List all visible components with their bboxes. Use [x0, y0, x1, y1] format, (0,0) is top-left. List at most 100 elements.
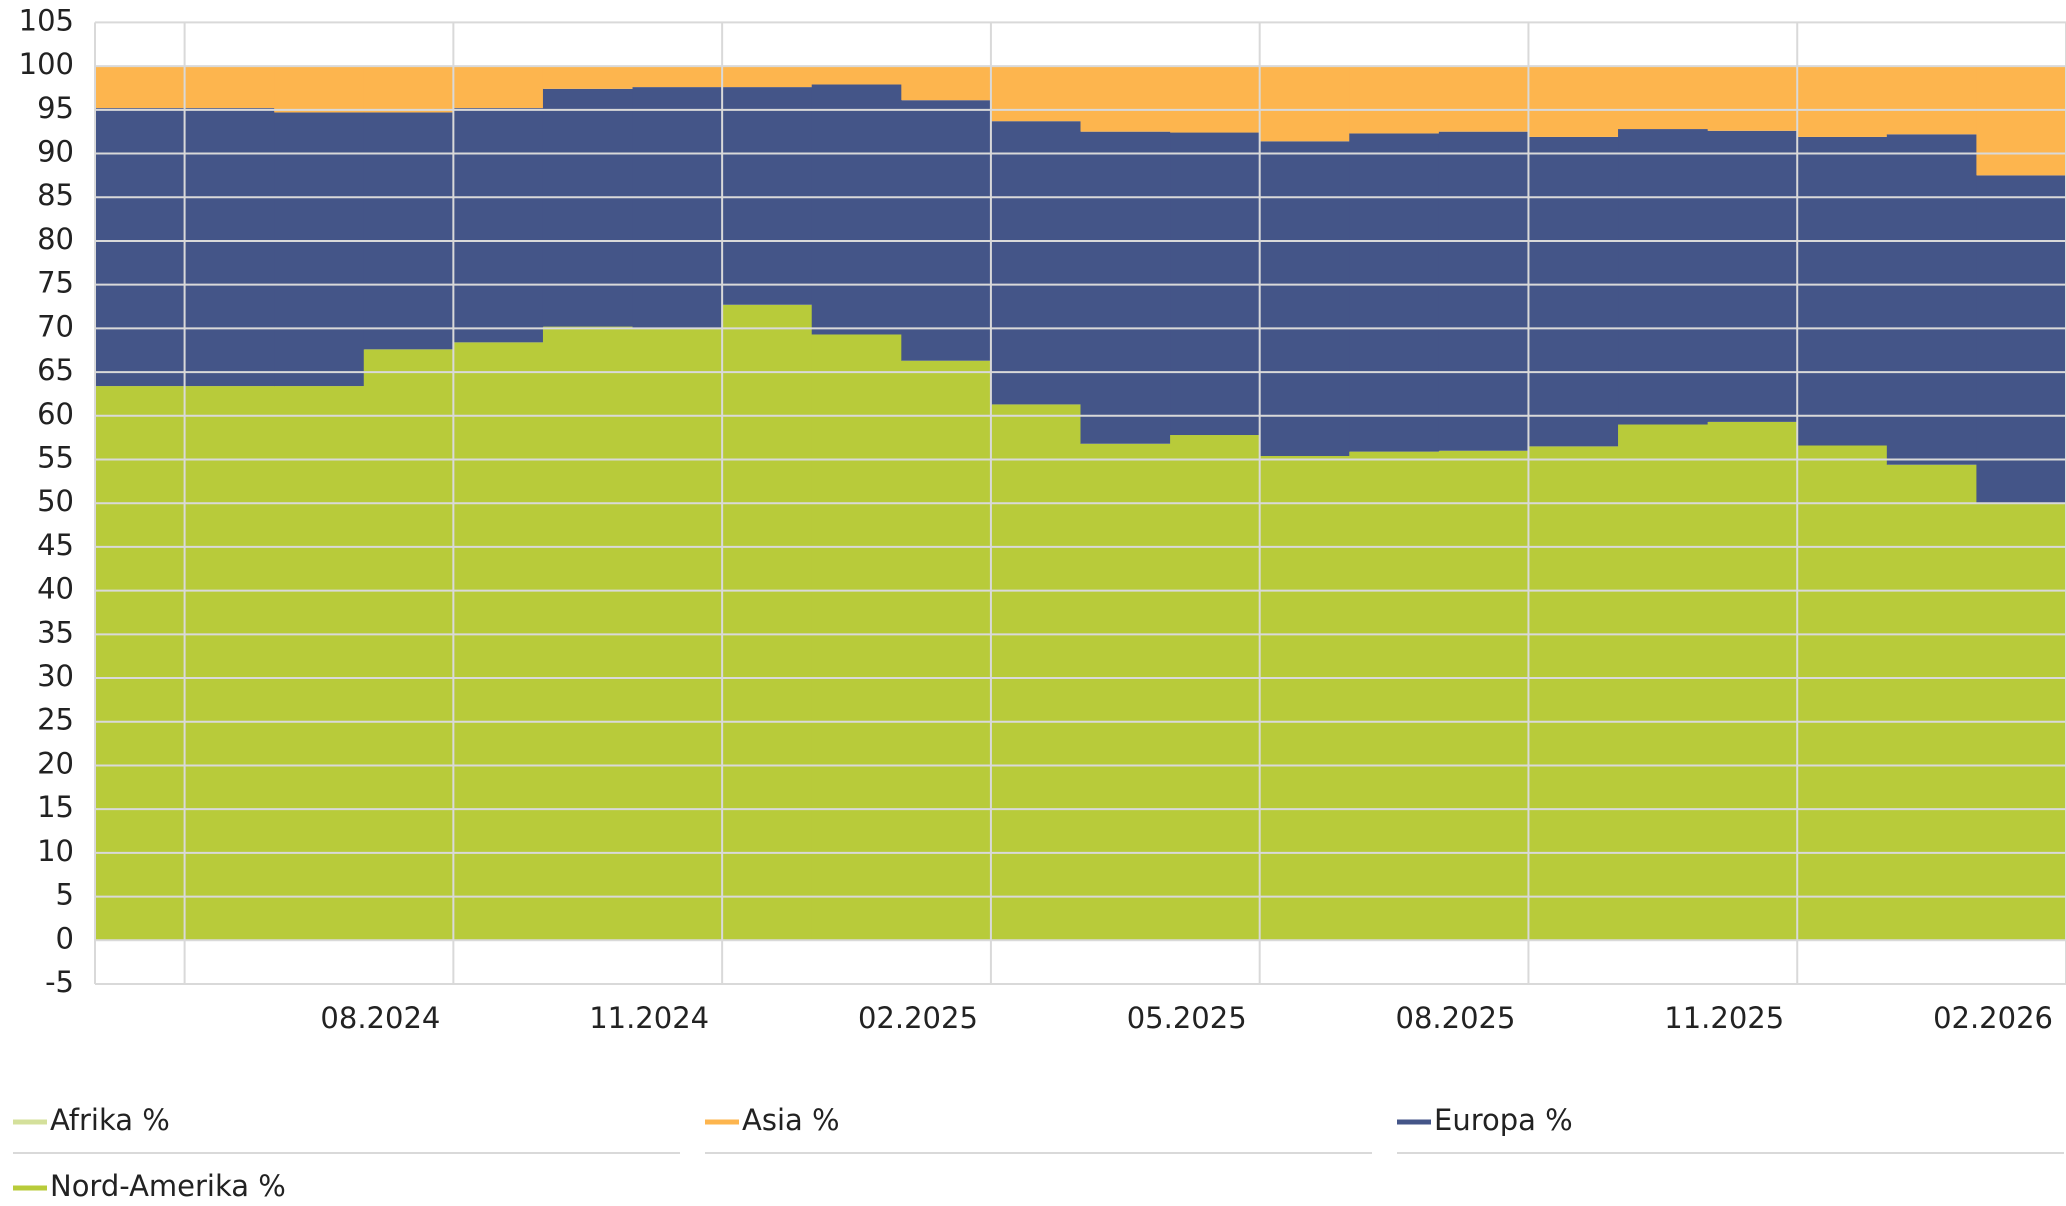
area-step [1976, 175, 2066, 504]
y-tick-label: 80 [37, 222, 74, 256]
area-step [274, 386, 365, 941]
y-tick-label: 40 [37, 572, 74, 606]
area-step [1976, 66, 2066, 176]
x-tick-label: 02.2025 [858, 1001, 978, 1035]
y-tick-label: 20 [37, 746, 74, 780]
y-tick-label: 10 [37, 834, 74, 868]
area-step [1528, 446, 1619, 941]
area-step [811, 66, 902, 85]
area-step [901, 100, 992, 361]
y-tick-label: 50 [37, 484, 74, 518]
legend-label: Asia % [742, 1103, 840, 1137]
y-tick-label: -5 [45, 965, 74, 999]
labels: -5 0 5 10 15 20 25 30 35 40 45 50 55 60 65 70 75 80 85 90 95… [19, 3, 2053, 1035]
area-step [1707, 130, 1798, 422]
area-step [363, 66, 454, 113]
area-step [632, 87, 723, 328]
x-tick-label: 08.2025 [1396, 1001, 1516, 1035]
area-step [1797, 66, 1888, 137]
area-step [1080, 131, 1171, 444]
y-tick-label: 70 [37, 309, 74, 343]
y-tick-label: 85 [37, 178, 74, 212]
area-step [274, 66, 365, 113]
y-tick-label: 0 [56, 921, 74, 955]
area-step [1349, 451, 1440, 941]
y-tick-label: 30 [37, 659, 74, 693]
legend-label: Afrika % [50, 1103, 170, 1137]
area-step [1886, 134, 1978, 465]
area-step [1080, 66, 1171, 132]
y-tick-label: 65 [37, 353, 74, 387]
y-tick-label: 100 [19, 47, 74, 81]
area-step [632, 66, 723, 88]
area-step [542, 88, 634, 327]
area-step [1797, 136, 1888, 446]
area-step [1707, 66, 1798, 131]
area-step [453, 342, 544, 941]
legend-label: Nord-Amerika % [50, 1169, 286, 1203]
area-step [1349, 66, 1440, 134]
x-tick-label: 02.2026 [1933, 1001, 2053, 1035]
area-step [722, 304, 813, 941]
area-step [1080, 443, 1171, 941]
x-tick-label: 11.2024 [589, 1001, 709, 1035]
area-step [1259, 66, 1350, 142]
area-step [722, 66, 813, 88]
area-step [1618, 424, 1709, 941]
x-tick-label: 11.2025 [1664, 1001, 1784, 1035]
area-step [95, 386, 186, 941]
y-tick-label: 45 [37, 528, 74, 562]
area-step [453, 108, 544, 343]
area-step [1170, 435, 1261, 941]
area-step [1886, 66, 1978, 135]
y-tick-label: 90 [37, 135, 74, 169]
y-tick-label: 75 [37, 266, 74, 300]
area-step [901, 66, 992, 101]
area-step [1618, 66, 1709, 130]
area-step [990, 66, 1082, 122]
area-step [1349, 133, 1440, 452]
area-step [990, 404, 1082, 941]
area-step [184, 108, 275, 387]
area-step [1170, 66, 1261, 133]
area-step [95, 108, 186, 387]
area-step [274, 112, 365, 387]
y-tick-label: 105 [19, 3, 74, 37]
y-tick-label: 60 [37, 397, 74, 431]
area-step [1438, 131, 1530, 451]
area-step [184, 386, 275, 941]
area-step [1528, 136, 1619, 447]
area-step [453, 66, 544, 109]
area-step [1797, 445, 1888, 941]
area-step [1259, 455, 1350, 941]
area-step [722, 87, 813, 305]
y-tick-label: 5 [56, 878, 74, 912]
x-tick-label: 08.2024 [320, 1001, 440, 1035]
area-step [1528, 66, 1619, 137]
x-tick-label: 05.2025 [1127, 1001, 1247, 1035]
area-step [901, 360, 992, 941]
grid [94, 21, 2066, 985]
area-step [1438, 450, 1530, 941]
legend: Afrika % Asia % Europa % Nord-Amerika % [13, 1103, 2064, 1203]
areas [95, 66, 2066, 941]
area-step [1259, 141, 1350, 456]
area-step [1707, 421, 1798, 941]
y-tick-label: 95 [37, 91, 74, 125]
y-tick-label: 55 [37, 440, 74, 474]
y-tick-label: 35 [37, 615, 74, 649]
area-step [184, 66, 275, 109]
area-step [990, 121, 1082, 405]
area-step [811, 84, 902, 335]
area-step [811, 334, 902, 941]
area-step [363, 349, 454, 941]
area-step [363, 112, 454, 350]
area-step [1618, 129, 1709, 425]
area-step [542, 66, 634, 89]
area-step [1886, 464, 1978, 941]
y-tick-label: 15 [37, 790, 74, 824]
legend-label: Europa % [1434, 1103, 1573, 1137]
area-step [95, 66, 186, 109]
y-tick-label: 25 [37, 703, 74, 737]
